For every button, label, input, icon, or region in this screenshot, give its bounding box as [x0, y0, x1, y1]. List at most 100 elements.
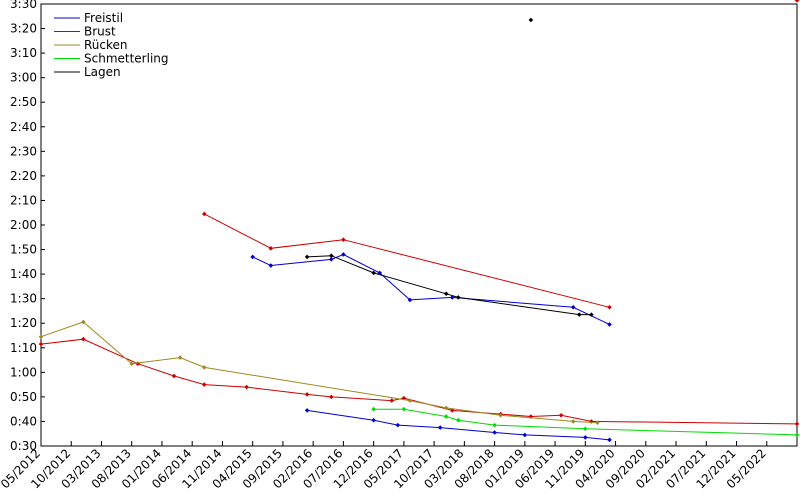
series-line-brust — [204, 213, 610, 308]
data-point-brust — [38, 341, 44, 347]
data-point-freistil — [607, 322, 612, 327]
data-point-schmetterling — [401, 406, 407, 412]
series-layer — [38, 0, 800, 443]
data-point-schmetterling — [443, 414, 449, 419]
y-tick-label: 1:50 — [10, 243, 37, 257]
y-tick-label: 1:30 — [10, 292, 37, 306]
data-point-freistil — [329, 257, 334, 262]
data-point-brust — [268, 246, 274, 251]
data-point-r-cken — [201, 365, 207, 370]
y-tick-label: 3:20 — [10, 22, 37, 36]
legend-label: Brust — [84, 25, 116, 39]
series-freistil — [250, 252, 612, 443]
data-point-freistil — [570, 304, 576, 310]
data-point-r-cken — [498, 413, 503, 418]
data-point-brust — [607, 304, 612, 310]
series-lagen — [304, 17, 594, 317]
y-tick-label: 2:40 — [10, 120, 37, 134]
plot-frame — [40, 3, 798, 447]
data-point-freistil — [250, 254, 255, 260]
data-point-brust — [201, 211, 207, 217]
data-point-brust — [171, 373, 177, 379]
data-point-brust — [401, 395, 407, 401]
data-point-schmetterling — [492, 422, 497, 428]
plot-area — [40, 3, 798, 447]
data-point-lagen — [576, 312, 582, 317]
legend-item-brust: Brust — [54, 25, 116, 39]
data-point-brust — [389, 398, 395, 403]
y-tick-label: 1:20 — [10, 316, 37, 330]
data-point-freistil — [304, 408, 310, 413]
legend-item-lagen: Lagen — [54, 65, 121, 79]
legend-label: Rücken — [84, 38, 128, 52]
y-tick-label: 3:10 — [10, 46, 37, 60]
legend-label: Lagen — [84, 65, 121, 79]
data-point-freistil — [583, 435, 588, 440]
data-point-r-cken — [570, 419, 576, 424]
y-tick-label: 2:50 — [10, 95, 37, 109]
legend-item-r-cken: Rücken — [54, 38, 128, 52]
data-point-lagen — [528, 17, 534, 23]
data-point-brust — [589, 419, 594, 424]
series-line-r-cken — [40, 321, 598, 424]
data-point-lagen — [443, 291, 449, 297]
series-line-freistil — [307, 409, 610, 441]
y-tick-label: 1:10 — [10, 341, 37, 355]
series-line-brust — [40, 338, 798, 425]
data-point-freistil — [607, 437, 612, 443]
x-axis: 05/201210/201203/201308/201301/201406/20… — [0, 441, 769, 491]
y-tick-label: 0:40 — [10, 414, 37, 428]
series-r-cken — [38, 319, 600, 425]
data-point-r-cken — [129, 361, 135, 367]
data-point-brust — [558, 413, 564, 418]
y-axis: 0:30 0:40 0:50 1:00 1:10 1:20 1:30 1:40 1:50 2:00… — [10, 0, 45, 453]
data-point-freistil — [341, 252, 346, 257]
legend-label: Schmetterling — [84, 52, 169, 66]
data-point-brust — [201, 382, 207, 387]
data-point-r-cken — [38, 334, 44, 340]
legend-item-freistil: Freistil — [54, 11, 123, 25]
data-point-freistil — [449, 295, 455, 300]
data-point-lagen — [304, 254, 310, 260]
data-point-freistil — [395, 422, 401, 428]
y-tick-label: 2:20 — [10, 169, 37, 183]
data-point-brust — [794, 421, 800, 427]
data-point-freistil — [492, 430, 497, 435]
data-point-lagen — [371, 270, 376, 276]
data-point-r-cken — [407, 398, 413, 403]
data-point-r-cken — [177, 355, 183, 360]
data-point-schmetterling — [371, 406, 376, 412]
legend-item-schmetterling: Schmetterling — [54, 52, 169, 66]
data-point-brust — [81, 336, 86, 342]
data-point-brust — [304, 392, 310, 397]
y-tick-label: 3:30 — [10, 0, 37, 11]
data-point-schmetterling — [583, 426, 588, 432]
data-point-schmetterling — [794, 432, 800, 438]
data-point-brust — [794, 0, 800, 3]
y-tick-label: 2:30 — [10, 144, 37, 158]
data-point-r-cken — [81, 319, 86, 325]
y-tick-label: 1:40 — [10, 267, 37, 281]
data-point-brust — [244, 384, 249, 390]
y-tick-label: 1:00 — [10, 365, 37, 379]
data-point-lagen — [329, 253, 334, 258]
data-point-freistil — [522, 432, 528, 438]
y-tick-label: 0:50 — [10, 390, 37, 404]
data-point-lagen — [456, 295, 461, 300]
y-tick-label: 2:10 — [10, 193, 37, 207]
data-point-brust — [135, 361, 141, 367]
data-point-brust — [341, 237, 346, 243]
data-point-freistil — [407, 297, 413, 303]
data-point-freistil — [437, 425, 443, 430]
y-tick-label: 3:00 — [10, 71, 37, 85]
data-point-freistil — [268, 263, 274, 268]
y-tick-label: 2:00 — [10, 218, 37, 232]
data-point-brust — [329, 394, 334, 400]
data-point-r-cken — [595, 420, 600, 425]
data-point-schmetterling — [456, 417, 461, 423]
data-point-lagen — [589, 312, 594, 317]
data-point-freistil — [371, 417, 376, 423]
series-schmetterling — [371, 406, 800, 438]
